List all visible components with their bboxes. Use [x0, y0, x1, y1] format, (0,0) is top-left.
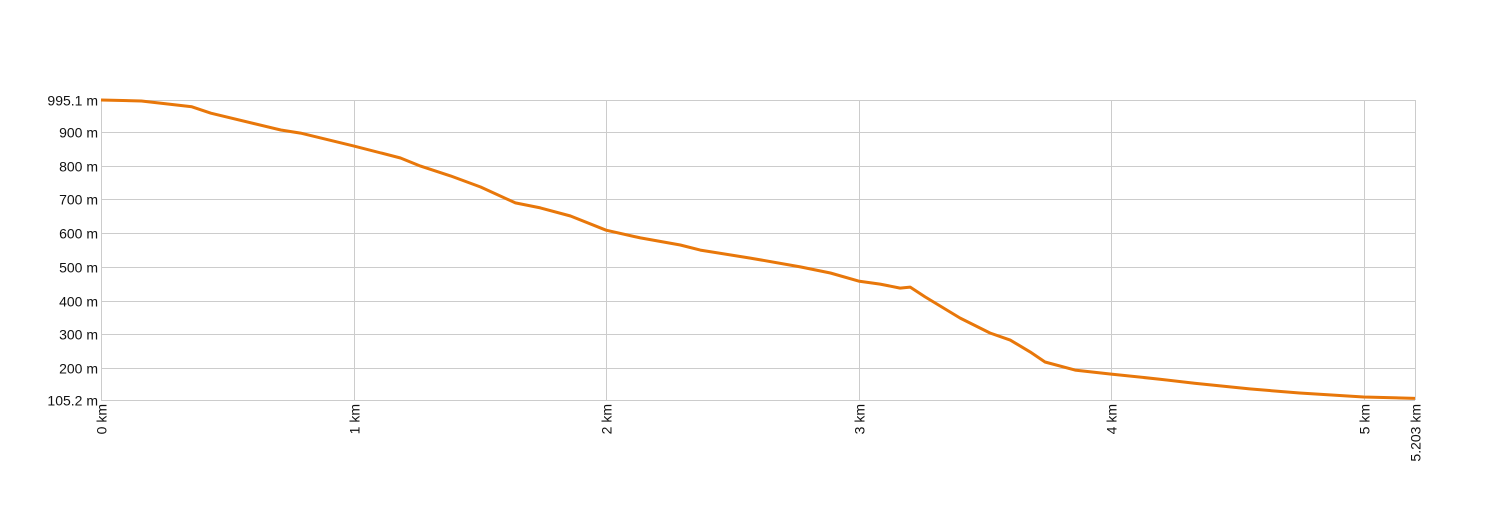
y-tick-label: 200 m — [59, 361, 98, 377]
y-tick-label: 300 m — [59, 327, 98, 343]
y-tick-label: 900 m — [59, 125, 98, 141]
y-tick-label: 500 m — [59, 260, 98, 276]
y-axis-labels: 105.2 m 200 m 300 m 400 m 500 m 600 m 700 m 800… — [47, 93, 98, 409]
y-tick-label: 800 m — [59, 159, 98, 175]
x-tick-label: 4 km — [1104, 404, 1120, 434]
x-tick-label: 5.203 km — [1408, 404, 1424, 462]
y-tick-label: 995.1 m — [47, 93, 98, 109]
x-axis-labels: 0 km 1 km 2 km 3 km 4 km 5 km 5.203 km — [94, 404, 1424, 462]
y-tick-label: 600 m — [59, 226, 98, 242]
y-tick-label: 700 m — [59, 192, 98, 208]
x-tick-label: 1 km — [347, 404, 363, 434]
x-tick-label: 5 km — [1357, 404, 1373, 434]
elevation-line — [100, 98, 1416, 400]
x-tick-label: 2 km — [599, 404, 615, 434]
y-tick-label: 400 m — [59, 294, 98, 310]
y-tick-label: 105.2 m — [47, 393, 98, 409]
x-tick-label: 3 km — [852, 404, 868, 434]
grid — [101, 100, 1416, 401]
x-tick-label: 0 km — [94, 404, 110, 434]
